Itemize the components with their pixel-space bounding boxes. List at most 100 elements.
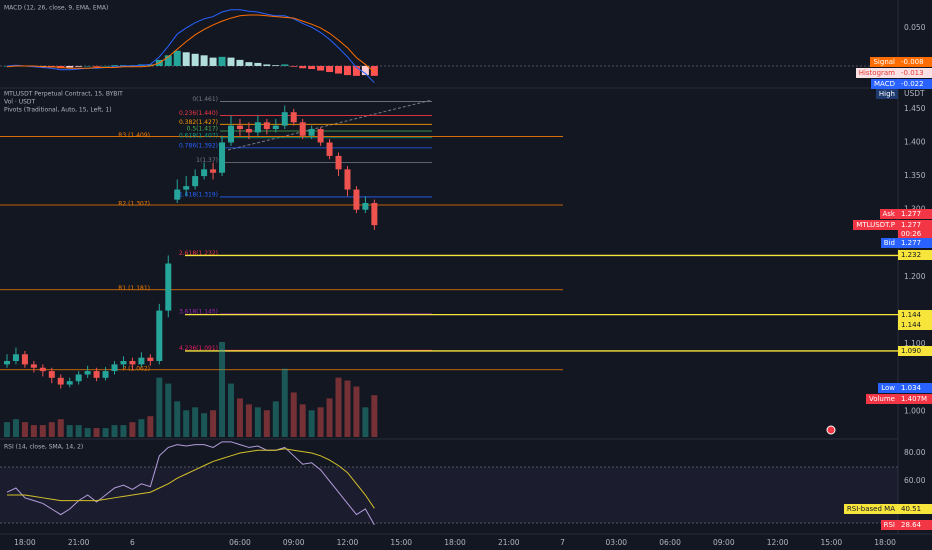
badge-value: 1.407M (898, 394, 932, 404)
y-tick-label: 80.00 (904, 448, 926, 457)
x-tick-label: 09:00 (283, 538, 305, 547)
y-tick-label: 0.050 (904, 23, 926, 32)
candle-body (48, 371, 55, 378)
candle-body (3, 361, 10, 365)
badge-name: Low (878, 383, 898, 393)
fib-label: 4.236(1.091) (179, 345, 218, 352)
badge-value: 1.277 (898, 238, 932, 248)
badge-value: 1.232 (898, 250, 932, 260)
candle-body (165, 263, 172, 311)
histogram-bar (218, 56, 226, 66)
x-tick-label: 21:00 (68, 538, 90, 547)
badge-value: 1.144 (898, 320, 932, 330)
pivots-legend: Pivots (Traditional, Auto, 15, Left, 1) (4, 107, 112, 114)
macd-line (6, 9, 375, 84)
candle-body (353, 189, 360, 210)
candle-body (263, 122, 270, 130)
histogram-bar (281, 64, 289, 66)
histogram-bar (200, 55, 208, 66)
volume-bar (192, 407, 199, 437)
fib-label: 0(1.461) (192, 96, 218, 103)
volume-bar (344, 380, 351, 437)
histogram-bar (263, 64, 271, 66)
y-tick-label: 1.400 (904, 137, 926, 146)
volume-bar (102, 428, 109, 437)
y-tick-label: 1.350 (904, 171, 926, 180)
badge-name: Bid (880, 238, 898, 248)
volume-bar (290, 392, 297, 437)
histogram-bar (75, 65, 83, 67)
histogram-bar (84, 65, 92, 67)
volume-bar (111, 425, 118, 437)
histogram-bar (102, 65, 110, 67)
candle-body (290, 112, 297, 123)
candle-body (335, 155, 342, 170)
candle-body (362, 202, 369, 210)
histogram-bar (236, 59, 244, 66)
level-badge: 1.144 (898, 320, 932, 330)
volume-bar (120, 425, 127, 437)
volume-bar (263, 410, 270, 437)
y-tick-label: 60.00 (904, 476, 926, 485)
volume-bar (353, 386, 360, 437)
histogram-bar (93, 65, 101, 67)
candle-body (254, 122, 261, 133)
fib-label: 0.382(1.427) (179, 119, 218, 126)
x-tick-label: 7 (560, 538, 565, 547)
candle-body (147, 357, 154, 362)
x-tick-label: 15:00 (821, 538, 843, 547)
volume-bar (21, 422, 28, 437)
candle-body (236, 125, 243, 130)
volume-bar (326, 398, 333, 437)
histogram-bar (343, 65, 351, 76)
candle-body (245, 129, 252, 133)
x-tick-label: 06:00 (659, 538, 681, 547)
candle-body (219, 142, 226, 173)
macd-badge: MACD -0.022 (871, 79, 932, 89)
volume-bar (371, 395, 378, 437)
badge-name: RSI (880, 520, 898, 530)
volume-bar (210, 410, 217, 437)
x-tick-label: 06:00 (229, 538, 251, 547)
volume-bar (299, 404, 306, 437)
candle-body (174, 189, 181, 200)
rsi-band (0, 467, 898, 524)
level-badge: 1.144 (898, 310, 932, 320)
volume-bar (48, 422, 55, 437)
volume-bar (201, 413, 208, 437)
badge-name: Signal (870, 57, 898, 67)
histogram-bar (164, 55, 172, 66)
volume-bar (165, 383, 172, 437)
volume-bar (272, 401, 279, 437)
ask-badge: Ask 1.277 (879, 209, 932, 219)
histogram-badge: Histogram -0.013 (855, 68, 932, 78)
bid-badge: Bid 1.277 (880, 238, 932, 248)
macd-line (6, 14, 375, 73)
volume-bar (227, 383, 234, 437)
marker-icon[interactable] (826, 425, 836, 435)
pivot-label: P (1.062) (123, 365, 150, 372)
histogram-bar (209, 57, 217, 66)
candle-body (344, 169, 351, 190)
candle-body (371, 202, 378, 226)
volume-bar (254, 407, 261, 437)
fib-label: 0.236(1.440) (179, 110, 218, 117)
candle-body (57, 377, 64, 385)
candle-body (210, 169, 217, 173)
volume-bar (174, 401, 181, 437)
level-badge: 1.232 (898, 250, 932, 260)
fib-label: 1(1.37) (196, 157, 218, 164)
badge-value: 40.51 (898, 504, 932, 514)
badge-value: 1.277 (898, 209, 932, 219)
candle-body (66, 381, 73, 385)
histogram-bar (254, 62, 262, 66)
histogram-bar (326, 65, 334, 73)
badge-name: High (875, 89, 898, 99)
volume-bar (75, 425, 82, 437)
x-tick-label: 12:00 (767, 538, 789, 547)
pivot-label: R3 (1.409) (118, 132, 150, 139)
histogram-bar (191, 53, 199, 66)
badge-name: Histogram (855, 68, 898, 78)
